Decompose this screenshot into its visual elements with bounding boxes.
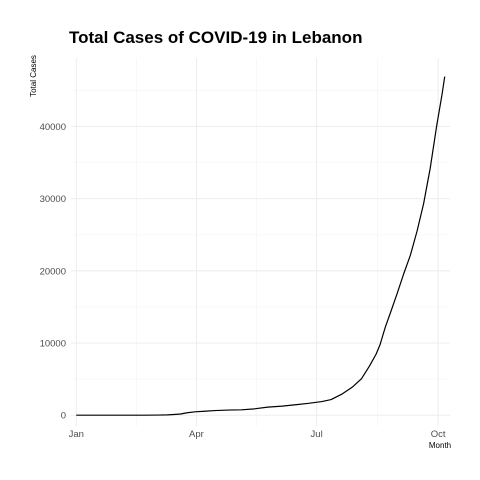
y-tick-label: 0 xyxy=(61,411,66,422)
x-tick-label: Jul xyxy=(311,429,323,440)
series-line-total-cases xyxy=(76,76,446,416)
y-axis-label: Total Cases xyxy=(29,55,38,97)
major-grid xyxy=(71,58,450,426)
y-axis-ticks: 0 10000 20000 30000 40000 xyxy=(40,122,66,422)
minor-grid xyxy=(71,58,450,426)
y-tick-label: 30000 xyxy=(40,194,66,205)
chart-title: Total Cases of COVID-19 in Lebanon xyxy=(69,28,362,47)
x-axis-ticks: Jan Apr Jul Oct xyxy=(69,429,446,440)
y-tick-label: 10000 xyxy=(40,339,66,350)
x-tick-label: Apr xyxy=(189,429,204,440)
y-tick-label: 20000 xyxy=(40,266,66,277)
x-axis-label: Month xyxy=(429,441,451,450)
y-tick-label: 40000 xyxy=(40,122,66,133)
x-tick-label: Jan xyxy=(69,429,84,440)
x-tick-label: Oct xyxy=(431,429,446,440)
